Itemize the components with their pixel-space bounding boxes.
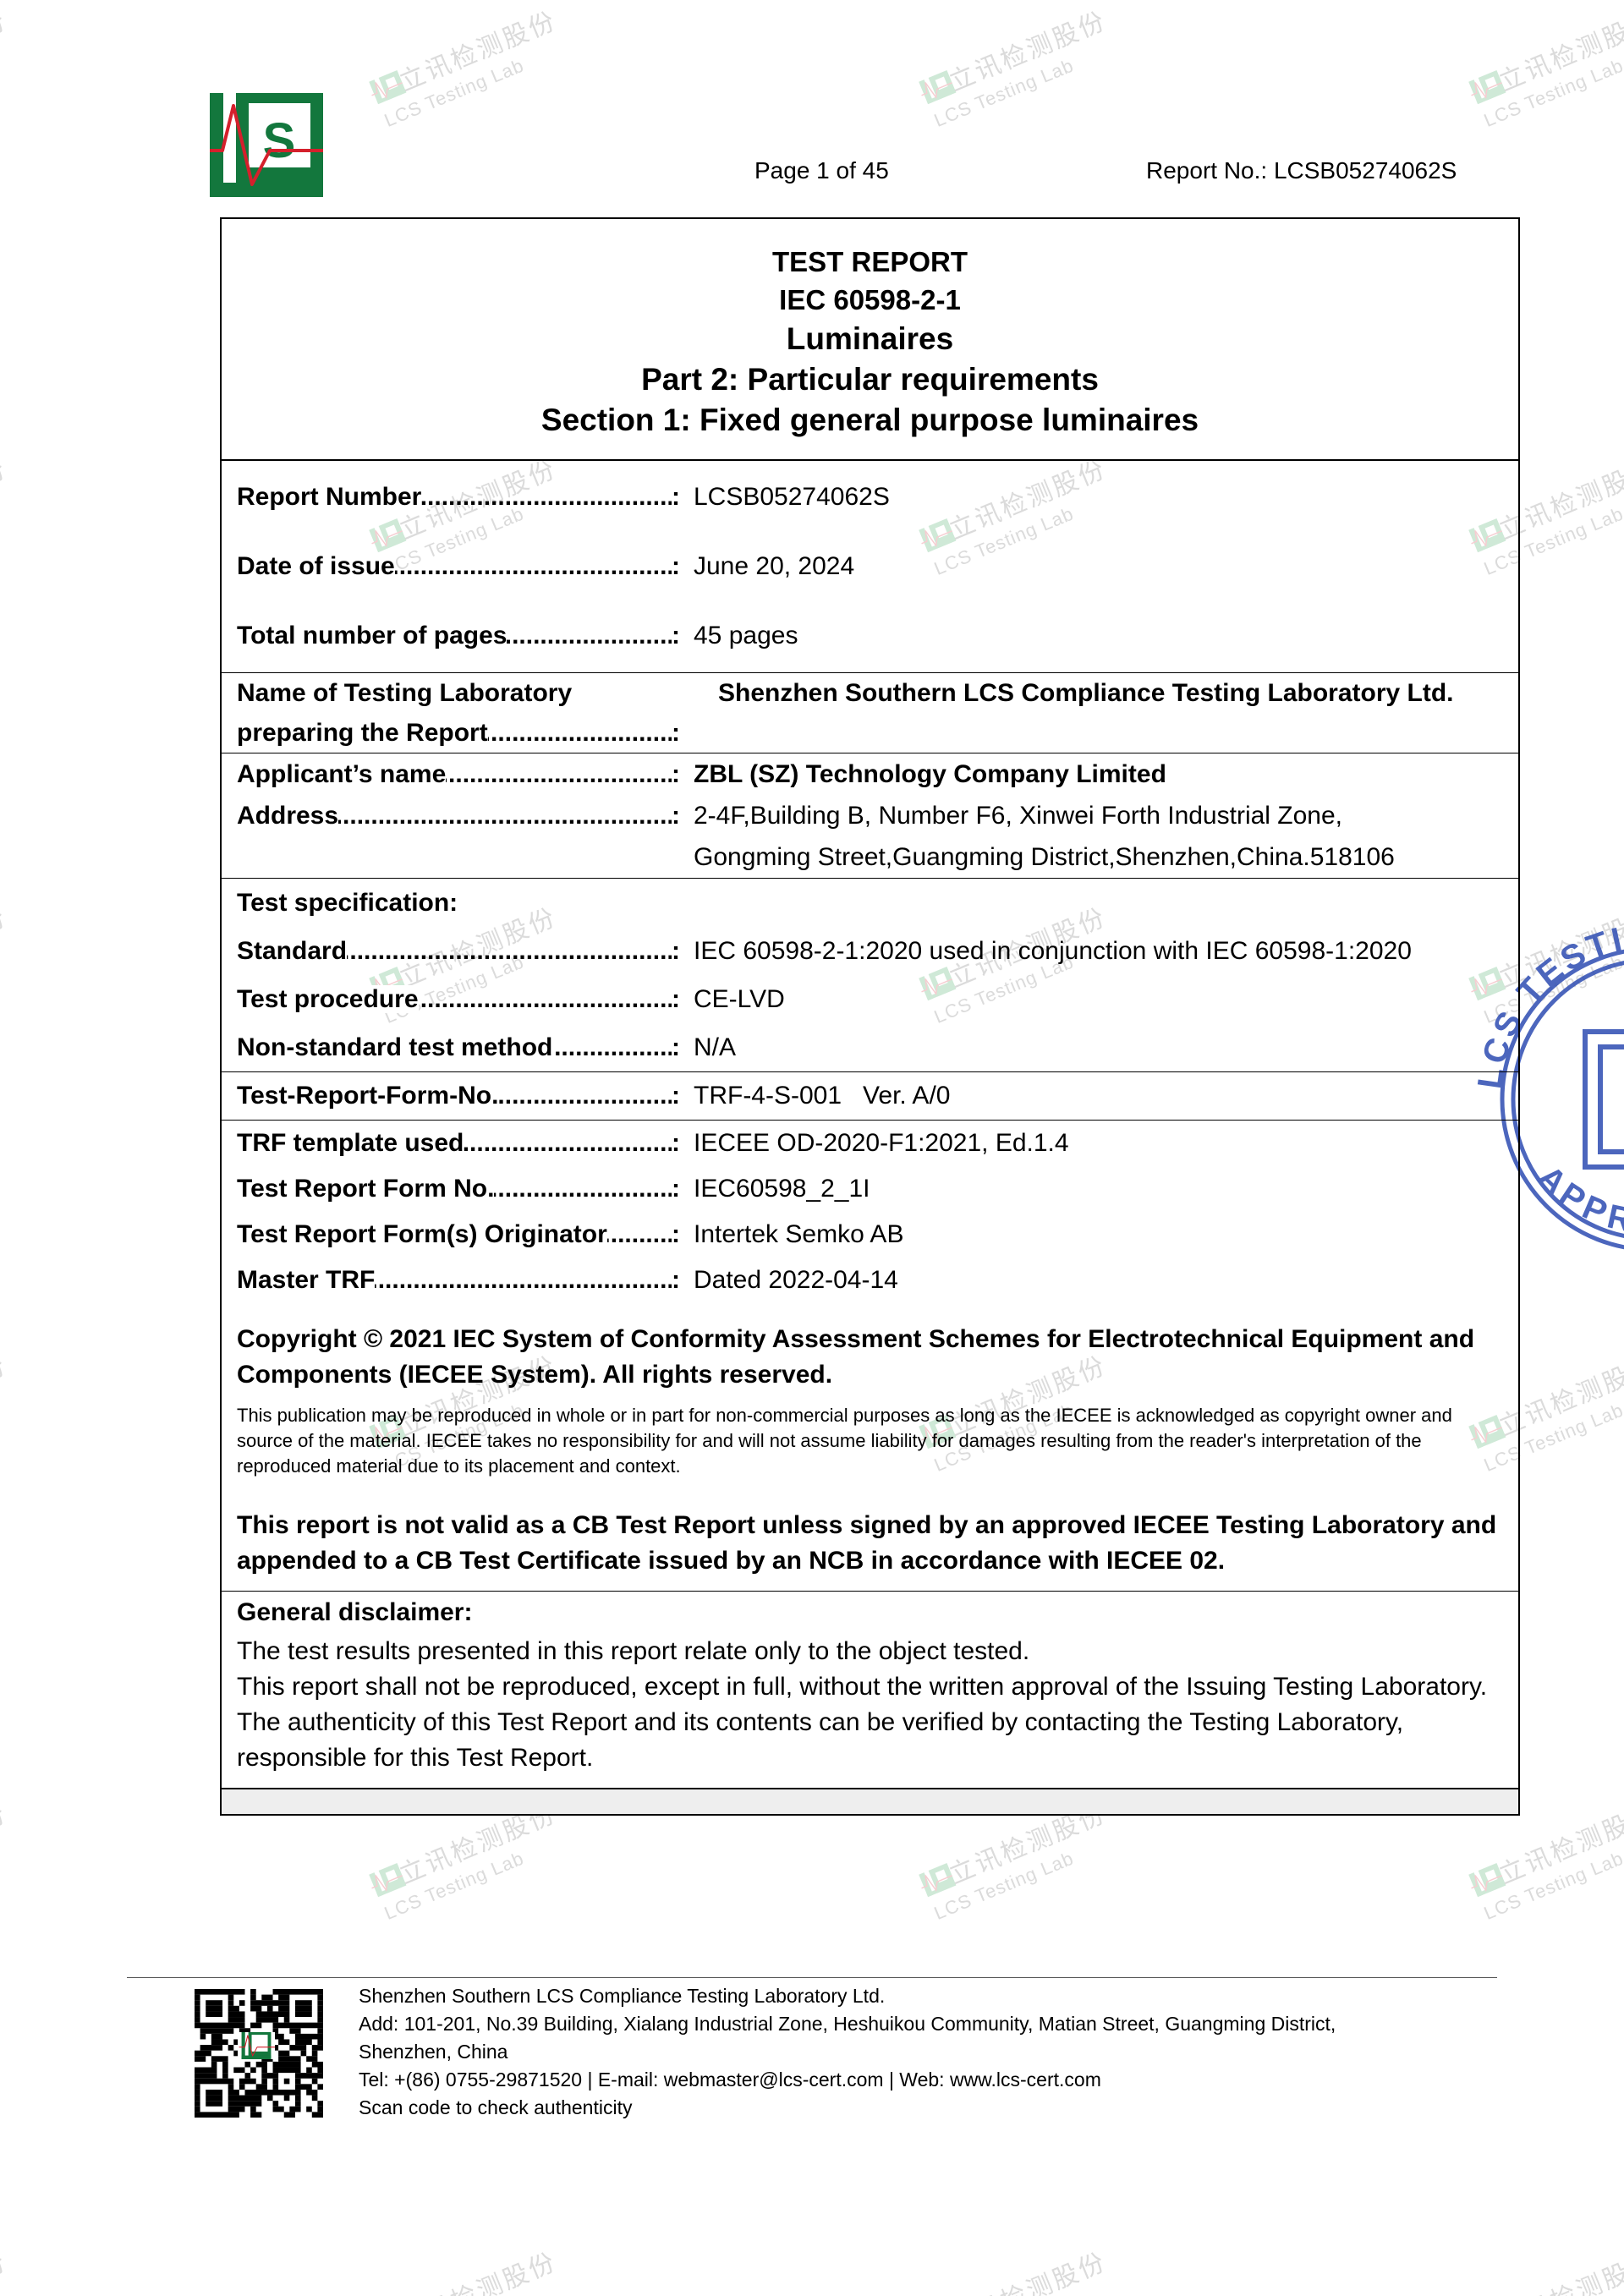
svg-text:S: S: [263, 113, 296, 168]
